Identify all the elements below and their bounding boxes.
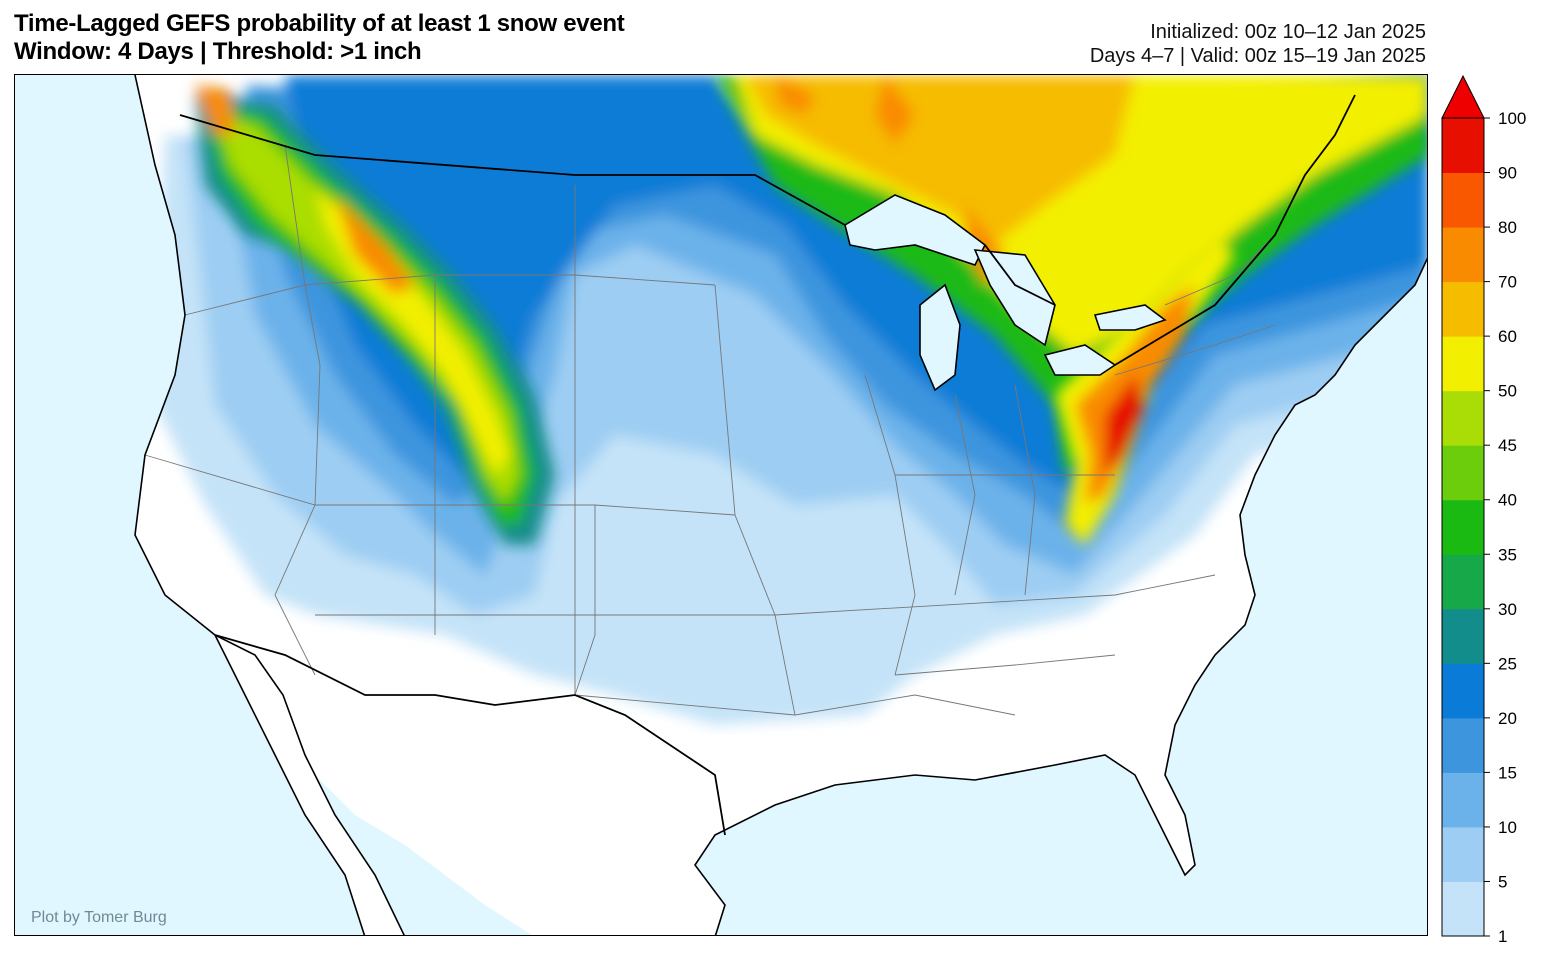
- colorbar-block: [1442, 281, 1484, 337]
- colorbar-block: [1442, 663, 1484, 719]
- colorbar-block: [1442, 881, 1484, 937]
- colorbar-tick-label: 20: [1498, 709, 1517, 728]
- colorbar-tick-label: 100: [1498, 109, 1526, 128]
- colorbar-block: [1442, 499, 1484, 555]
- colorbar-tick-label: 15: [1498, 763, 1517, 782]
- snow-probability-field: [155, 75, 1427, 725]
- colorbar-tick-label: 5: [1498, 872, 1507, 891]
- colorbar-tick-label: 80: [1498, 218, 1517, 237]
- init-time: Initialized: 00z 10–12 Jan 2025: [1150, 21, 1426, 43]
- map-title: Time-Lagged GEFS probability of at least…: [14, 10, 625, 37]
- title-block: Time-Lagged GEFS probability of at least…: [14, 10, 625, 66]
- great-lakes: [844, 194, 1167, 392]
- coastline: [134, 75, 1427, 935]
- colorbar-tick-label: 45: [1498, 436, 1517, 455]
- map-subtitle: Window: 4 Days | Threshold: >1 inch: [14, 38, 422, 65]
- colorbar: 100 90 80 70 60 50 45 40 35 30 25 20 15 10 5 1: [1441, 74, 1526, 946]
- valid-time: Days 4–7 | Valid: 00z 15–19 Jan 2025: [1089, 45, 1426, 67]
- colorbar-tick-label: 40: [1498, 491, 1517, 510]
- colorbar-tick-label: 60: [1498, 327, 1517, 346]
- colorbar-block: [1442, 227, 1484, 283]
- map-canvas: [15, 75, 1427, 935]
- map-panel[interactable]: Plot by Tomer Burg: [14, 74, 1428, 936]
- colorbar-tick-label: 90: [1498, 164, 1517, 183]
- plot-credit: Plot by Tomer Burg: [31, 909, 167, 926]
- colorbar-block: [1442, 826, 1484, 882]
- colorbar-labels: 100 90 80 70 60 50 45 40 35 30 25 20 15 10 5 1: [1484, 109, 1526, 946]
- colorbar-tick-label: 70: [1498, 273, 1517, 292]
- colorbar-block: [1442, 445, 1484, 501]
- colorbar-block: [1442, 172, 1484, 228]
- colorbar-tick-label: 50: [1498, 382, 1517, 401]
- colorbar-block: [1442, 608, 1484, 664]
- colorbar-block: [1442, 554, 1484, 610]
- colorbar-block: [1442, 717, 1484, 773]
- colorbar-blocks: [1441, 74, 1485, 937]
- colorbar-tick-label: 10: [1498, 818, 1517, 837]
- colorbar-tick-label: 1: [1498, 927, 1507, 946]
- state-lines: [144, 144, 1276, 716]
- colorbar-tick-label: 30: [1498, 600, 1517, 619]
- colorbar-tick-label: 25: [1498, 654, 1517, 673]
- international-borders: [179, 94, 1356, 836]
- meta-block: Initialized: 00z 10–12 Jan 2025 Days 4–7…: [1090, 20, 1426, 68]
- colorbar-block: [1442, 118, 1484, 174]
- colorbar-extend-arrow: [1441, 74, 1485, 119]
- colorbar-block: [1442, 772, 1484, 828]
- colorbar-block: [1442, 336, 1484, 392]
- colorbar-block: [1442, 390, 1484, 446]
- colorbar-border: [1441, 117, 1485, 937]
- colorbar-tick-label: 35: [1498, 545, 1517, 564]
- baja-peninsula: [213, 633, 405, 935]
